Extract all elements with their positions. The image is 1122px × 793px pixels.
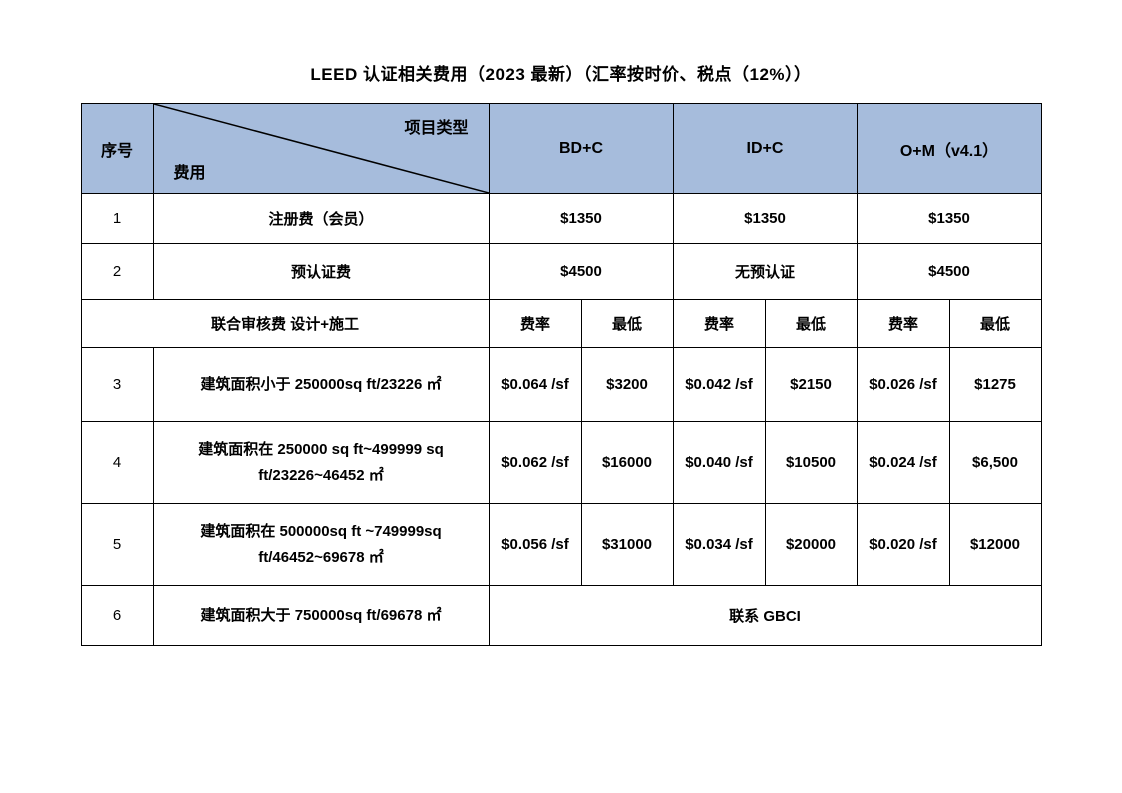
r1-om: $1350 [857,194,1041,244]
r3-desc: 建筑面积小于 250000sq ft/23226 ㎡ [153,348,489,422]
r4-bdc-rate: $0.062 /sf [489,422,581,504]
sub-bdc-min: 最低 [581,300,673,348]
r5-om-rate: $0.020 /sf [857,504,949,586]
r1-seq: 1 [81,194,153,244]
page: LEED 认证相关费用（2023 最新）（汇率按时价、税点（12%）） 序号 项… [0,0,1122,793]
r4-om-min: $6,500 [949,422,1041,504]
r5-bdc-min: $31000 [581,504,673,586]
sub-bdc-rate: 费率 [489,300,581,348]
r3-om-min: $1275 [949,348,1041,422]
r4-desc: 建筑面积在 250000 sq ft~499999 sq ft/23226~46… [153,422,489,504]
header-om: O+M（v4.1） [857,104,1041,194]
r2-seq: 2 [81,244,153,300]
r4-idc-min: $10500 [765,422,857,504]
r3-bdc-rate: $0.064 /sf [489,348,581,422]
r5-seq: 5 [81,504,153,586]
r3-om-rate: $0.026 /sf [857,348,949,422]
r6-contact: 联系 GBCI [489,586,1041,646]
fee-table: 序号 项目类型 费用 BD+C ID+C O+M（v4.1） 1 注册费（会员）… [81,103,1042,646]
sub-idc-min: 最低 [765,300,857,348]
r2-desc: 预认证费 [153,244,489,300]
header-bdc: BD+C [489,104,673,194]
subheader-desc: 联合审核费 设计+施工 [81,300,489,348]
r3-bdc-min: $3200 [581,348,673,422]
r5-om-min: $12000 [949,504,1041,586]
r2-idc: 无预认证 [673,244,857,300]
r6-seq: 6 [81,586,153,646]
header-idc: ID+C [673,104,857,194]
r2-bdc: $4500 [489,244,673,300]
r4-seq: 4 [81,422,153,504]
header-diag-bot: 费用 [174,159,206,183]
sub-om-min: 最低 [949,300,1041,348]
page-title: LEED 认证相关费用（2023 最新）（汇率按时价、税点（12%）） [0,60,1122,85]
r2-om: $4500 [857,244,1041,300]
r3-idc-rate: $0.042 /sf [673,348,765,422]
sub-idc-rate: 费率 [673,300,765,348]
r5-idc-rate: $0.034 /sf [673,504,765,586]
r3-seq: 3 [81,348,153,422]
r3-idc-min: $2150 [765,348,857,422]
r1-bdc: $1350 [489,194,673,244]
r5-idc-min: $20000 [765,504,857,586]
header-diagonal: 项目类型 费用 [153,104,489,194]
header-seq: 序号 [81,104,153,194]
header-diag-top: 项目类型 [404,114,468,138]
r1-desc: 注册费（会员） [153,194,489,244]
r5-desc: 建筑面积在 500000sq ft ~749999sq ft/46452~696… [153,504,489,586]
sub-om-rate: 费率 [857,300,949,348]
r5-bdc-rate: $0.056 /sf [489,504,581,586]
r4-idc-rate: $0.040 /sf [673,422,765,504]
r1-idc: $1350 [673,194,857,244]
r4-bdc-min: $16000 [581,422,673,504]
r6-desc: 建筑面积大于 750000sq ft/69678 ㎡ [153,586,489,646]
r4-om-rate: $0.024 /sf [857,422,949,504]
